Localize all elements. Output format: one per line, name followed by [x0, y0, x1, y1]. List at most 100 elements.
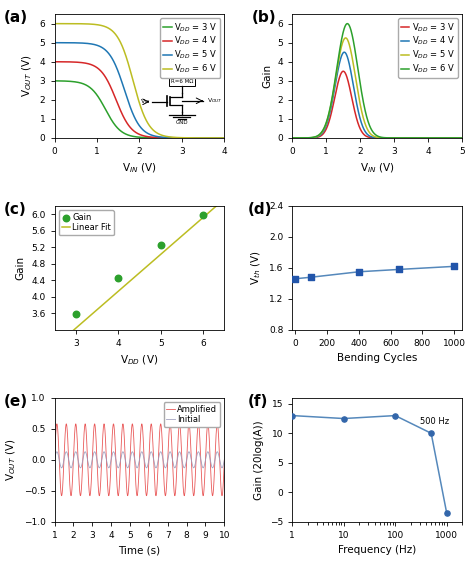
V$_{DD}$ = 6 V	[403, 135, 409, 142]
V$_{DD}$ = 3 V	[333, 89, 339, 95]
Point	[443, 508, 450, 517]
Point	[395, 265, 402, 274]
Gain	[200, 210, 207, 219]
Amplified	[154, 491, 159, 497]
V$_{DD}$ = 6 V	[319, 127, 325, 134]
V$_{DD}$ = 4 V	[366, 133, 372, 139]
V$_{DD}$ = 4 V	[390, 135, 395, 142]
Point	[355, 267, 363, 276]
V$_{DD}$ = 5 V	[418, 135, 423, 142]
Amplified	[117, 481, 122, 488]
Amplified	[221, 456, 227, 463]
Initial	[178, 453, 184, 460]
Legend: V$_{DD}$ = 3 V, V$_{DD}$ = 4 V, V$_{DD}$ = 5 V, V$_{DD}$ = 6 V: V$_{DD}$ = 3 V, V$_{DD}$ = 4 V, V$_{DD}$…	[160, 18, 220, 78]
V$_{DD}$ = 3 V	[218, 135, 223, 142]
V$_{DD}$ = 6 V	[132, 85, 138, 92]
V$_{DD}$ = 3 V	[221, 135, 227, 142]
Initial	[117, 462, 122, 469]
Text: (a): (a)	[4, 10, 27, 25]
Line: V$_{DD}$ = 6 V: V$_{DD}$ = 6 V	[55, 24, 224, 138]
Line: V$_{DD}$ = 4 V: V$_{DD}$ = 4 V	[292, 52, 462, 138]
V$_{DD}$ = 5 V	[333, 73, 339, 80]
V$_{DD}$ = 4 V	[52, 58, 57, 65]
X-axis label: Bending Cycles: Bending Cycles	[337, 354, 418, 363]
V$_{DD}$ = 4 V	[418, 135, 423, 142]
Text: (b): (b)	[252, 10, 276, 25]
V$_{DD}$ = 6 V	[290, 135, 295, 142]
Gain	[157, 241, 164, 250]
V$_{DD}$ = 4 V	[333, 78, 339, 85]
Initial	[205, 448, 210, 455]
V$_{DD}$ = 4 V	[403, 135, 409, 142]
V$_{DD}$ = 5 V	[459, 135, 465, 142]
V$_{DD}$ = 5 V	[343, 34, 348, 41]
V$_{DD}$ = 5 V	[221, 135, 227, 142]
V$_{DD}$ = 4 V	[133, 129, 139, 136]
V$_{DD}$ = 4 V	[191, 135, 197, 142]
V$_{DD}$ = 4 V	[144, 133, 149, 140]
Amplified	[191, 490, 197, 497]
V$_{DD}$ = 3 V	[144, 134, 149, 141]
Text: (c): (c)	[4, 202, 26, 217]
V$_{DD}$ = 6 V	[333, 70, 339, 77]
V$_{DD}$ = 4 V	[153, 134, 158, 141]
V$_{DD}$ = 5 V	[218, 135, 223, 142]
Line: V$_{DD}$ = 3 V: V$_{DD}$ = 3 V	[55, 81, 224, 138]
V$_{DD}$ = 3 V	[133, 134, 139, 140]
Gain	[72, 310, 80, 319]
V$_{DD}$ = 5 V	[403, 135, 409, 142]
Gain	[114, 274, 122, 283]
Initial	[162, 464, 168, 471]
Y-axis label: V$_{th}$ (V): V$_{th}$ (V)	[250, 250, 264, 285]
Line: V$_{DD}$ = 3 V: V$_{DD}$ = 3 V	[292, 71, 462, 138]
X-axis label: Time (s): Time (s)	[118, 545, 161, 556]
V$_{DD}$ = 3 V	[290, 135, 295, 142]
Initial	[154, 464, 159, 471]
X-axis label: V$_{IN}$ (V): V$_{IN}$ (V)	[122, 161, 157, 175]
Text: (f): (f)	[248, 394, 268, 409]
Y-axis label: Gain: Gain	[262, 64, 272, 88]
V$_{DD}$ = 6 V	[144, 117, 149, 124]
V$_{DD}$ = 3 V	[52, 77, 57, 84]
Line: Initial: Initial	[55, 452, 224, 468]
V$_{DD}$ = 6 V	[52, 20, 57, 27]
V$_{DD}$ = 3 V	[366, 134, 372, 140]
Y-axis label: V$_{OUT}$ (V): V$_{OUT}$ (V)	[20, 55, 34, 97]
Amplified	[52, 456, 57, 463]
V$_{DD}$ = 5 V	[390, 135, 395, 142]
Point	[392, 411, 399, 420]
X-axis label: V$_{IN}$ (V): V$_{IN}$ (V)	[360, 161, 394, 175]
Line: V$_{DD}$ = 6 V: V$_{DD}$ = 6 V	[292, 24, 462, 138]
V$_{DD}$ = 3 V	[153, 134, 158, 141]
V$_{DD}$ = 4 V	[319, 130, 325, 136]
V$_{DD}$ = 4 V	[132, 129, 138, 135]
V$_{DD}$ = 5 V	[133, 117, 139, 124]
Initial	[191, 464, 197, 471]
Line: V$_{DD}$ = 4 V: V$_{DD}$ = 4 V	[55, 61, 224, 138]
V$_{DD}$ = 3 V	[132, 133, 138, 140]
Y-axis label: Gain (20log(A)): Gain (20log(A))	[255, 420, 264, 500]
V$_{DD}$ = 3 V	[319, 131, 325, 138]
Y-axis label: Gain: Gain	[16, 256, 26, 280]
V$_{DD}$ = 6 V	[459, 135, 465, 142]
Point	[289, 411, 296, 420]
V$_{DD}$ = 4 V	[290, 135, 295, 142]
Y-axis label: V$_{OUT}$ (V): V$_{OUT}$ (V)	[4, 439, 18, 481]
V$_{DD}$ = 6 V	[191, 134, 197, 141]
V$_{DD}$ = 3 V	[459, 135, 465, 142]
V$_{DD}$ = 3 V	[390, 135, 395, 142]
Legend: V$_{DD}$ = 3 V, V$_{DD}$ = 4 V, V$_{DD}$ = 5 V, V$_{DD}$ = 6 V: V$_{DD}$ = 3 V, V$_{DD}$ = 4 V, V$_{DD}$…	[398, 18, 458, 78]
Amplified	[162, 491, 168, 498]
V$_{DD}$ = 3 V	[418, 135, 423, 142]
Amplified	[82, 421, 88, 428]
Text: 500 Hz: 500 Hz	[420, 417, 450, 426]
Line: Amplified: Amplified	[55, 424, 224, 496]
V$_{DD}$ = 3 V	[403, 135, 409, 142]
V$_{DD}$ = 4 V	[218, 135, 223, 142]
V$_{DD}$ = 4 V	[341, 49, 347, 56]
V$_{DD}$ = 6 V	[390, 134, 395, 141]
Line: V$_{DD}$ = 5 V: V$_{DD}$ = 5 V	[55, 43, 224, 138]
Text: (d): (d)	[248, 202, 273, 217]
V$_{DD}$ = 5 V	[366, 129, 372, 136]
V$_{DD}$ = 6 V	[153, 129, 158, 135]
